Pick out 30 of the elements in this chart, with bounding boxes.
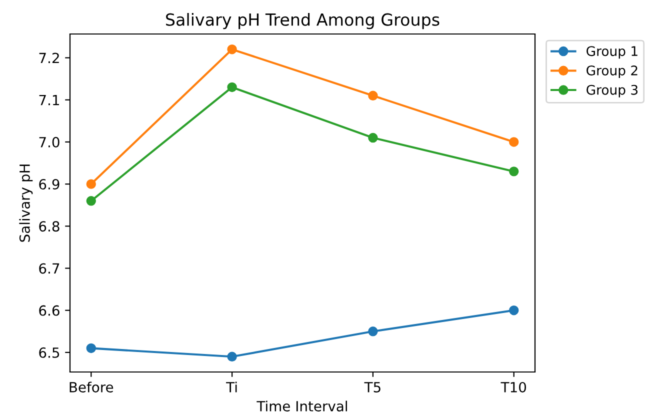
y-tick-label: 6.5 bbox=[39, 347, 60, 358]
legend-label: Group 3 bbox=[586, 84, 638, 98]
point bbox=[86, 196, 96, 206]
y-axis-title: Salivary pH bbox=[19, 164, 33, 242]
point bbox=[227, 82, 237, 92]
x-axis-title: Time Interval bbox=[256, 400, 347, 412]
y-tick-label: 6.7 bbox=[39, 263, 60, 274]
x-tick-label: T10 bbox=[500, 382, 526, 392]
point bbox=[227, 352, 237, 362]
y-tick-label: 6.9 bbox=[39, 179, 60, 190]
y-tick-label: 7.2 bbox=[39, 52, 59, 64]
y-tick-label: 6.6 bbox=[39, 305, 60, 316]
x-tick-label: Before bbox=[70, 382, 114, 392]
y-tick-label: 7.0 bbox=[39, 136, 60, 148]
point bbox=[368, 326, 378, 336]
point bbox=[227, 44, 237, 54]
point bbox=[509, 137, 519, 147]
point bbox=[368, 90, 378, 101]
point bbox=[509, 166, 519, 176]
y-tick-label: 7.1 bbox=[39, 95, 59, 106]
x-tick-label: Ti bbox=[226, 382, 237, 392]
chart-title: Salivary pH Trend Among Groups bbox=[166, 13, 440, 30]
point bbox=[86, 343, 96, 354]
point bbox=[509, 305, 519, 316]
y-tick-label: 6.8 bbox=[39, 221, 60, 232]
legend-label: Group 1 bbox=[586, 46, 638, 59]
point bbox=[86, 179, 96, 189]
legend-label: Group 2 bbox=[586, 65, 638, 78]
point bbox=[368, 132, 378, 143]
x-tick-label: T5 bbox=[364, 382, 380, 392]
